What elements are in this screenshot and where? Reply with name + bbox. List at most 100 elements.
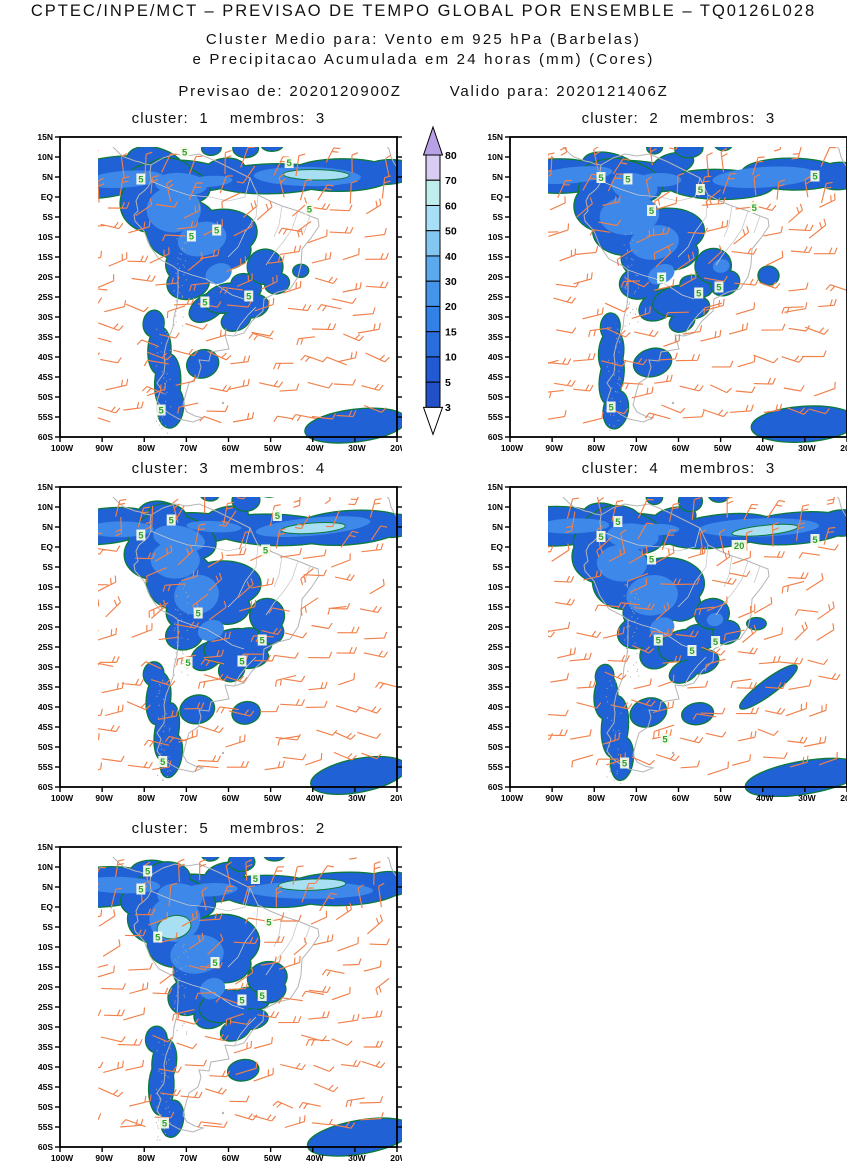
svg-text:40W: 40W	[756, 793, 774, 803]
svg-text:35S: 35S	[38, 1042, 53, 1052]
svg-text:25S: 25S	[488, 642, 503, 652]
svg-text:70W: 70W	[180, 793, 198, 803]
svg-text:10N: 10N	[37, 152, 53, 162]
svg-text:80W: 80W	[138, 1153, 156, 1163]
svg-text:100W: 100W	[51, 793, 74, 803]
svg-text:10N: 10N	[37, 862, 53, 872]
svg-text:5: 5	[696, 289, 702, 300]
svg-text:5: 5	[246, 292, 252, 303]
svg-text:5: 5	[196, 609, 202, 620]
svg-text:15: 15	[445, 326, 457, 338]
svg-text:30W: 30W	[348, 443, 366, 453]
svg-text:15S: 15S	[38, 962, 53, 972]
svg-text:5: 5	[253, 874, 259, 885]
svg-text:15N: 15N	[37, 482, 53, 492]
svg-text:55S: 55S	[488, 762, 503, 772]
svg-text:5: 5	[145, 867, 151, 878]
svg-text:5: 5	[307, 205, 313, 216]
svg-text:5N: 5N	[42, 172, 53, 182]
svg-text:25S: 25S	[38, 642, 53, 652]
svg-text:30S: 30S	[488, 662, 503, 672]
svg-text:5: 5	[214, 226, 220, 237]
svg-text:50S: 50S	[488, 392, 503, 402]
svg-text:5S: 5S	[493, 212, 504, 222]
svg-text:40W: 40W	[306, 443, 324, 453]
svg-text:40S: 40S	[488, 352, 503, 362]
svg-text:5: 5	[716, 283, 722, 294]
svg-text:30S: 30S	[488, 312, 503, 322]
svg-text:5: 5	[812, 172, 818, 183]
svg-text:80W: 80W	[138, 793, 156, 803]
svg-text:80: 80	[445, 150, 457, 162]
svg-text:60S: 60S	[38, 432, 53, 442]
svg-text:5N: 5N	[492, 522, 503, 532]
svg-text:50: 50	[445, 226, 457, 238]
svg-text:5: 5	[160, 757, 166, 768]
svg-text:20W: 20W	[840, 793, 847, 803]
svg-text:60S: 60S	[488, 782, 503, 792]
svg-text:25S: 25S	[488, 292, 503, 302]
svg-text:45S: 45S	[38, 372, 53, 382]
svg-text:45S: 45S	[38, 722, 53, 732]
panel-5-title: cluster: 5 membros: 2	[131, 820, 326, 837]
svg-text:20W: 20W	[390, 443, 402, 453]
svg-text:55S: 55S	[38, 1122, 53, 1132]
svg-text:10N: 10N	[487, 152, 503, 162]
svg-text:5: 5	[713, 637, 719, 648]
svg-text:55S: 55S	[488, 412, 503, 422]
svg-text:90W: 90W	[545, 793, 563, 803]
svg-text:35S: 35S	[488, 332, 503, 342]
svg-text:60: 60	[445, 200, 457, 212]
svg-text:55S: 55S	[38, 762, 53, 772]
svg-text:15S: 15S	[488, 602, 503, 612]
svg-text:100W: 100W	[51, 443, 74, 453]
svg-text:5: 5	[649, 555, 655, 566]
svg-text:60W: 60W	[672, 443, 690, 453]
svg-text:5: 5	[812, 535, 818, 546]
svg-text:5: 5	[138, 885, 144, 896]
svg-text:5S: 5S	[43, 922, 54, 932]
svg-text:20W: 20W	[390, 1153, 402, 1163]
panel-4-title: cluster: 4 membros: 3	[581, 460, 776, 477]
svg-text:50S: 50S	[488, 742, 503, 752]
svg-text:5: 5	[260, 991, 266, 1002]
panel-3-title: cluster: 3 membros: 4	[131, 460, 326, 477]
svg-text:40S: 40S	[488, 702, 503, 712]
svg-text:5: 5	[698, 185, 704, 196]
svg-text:80W: 80W	[138, 443, 156, 453]
svg-text:5: 5	[260, 636, 266, 647]
svg-text:EQ: EQ	[491, 192, 504, 202]
svg-text:EQ: EQ	[41, 192, 54, 202]
svg-text:5: 5	[445, 377, 451, 389]
svg-text:55S: 55S	[38, 412, 53, 422]
map-panel-cluster-3: 5 5 5 5 5 5 5 5 5 15N 10N 5N EQ 5S 10S 15S 20S 25S 30S 35S 4…	[37, 482, 402, 803]
svg-text:35S: 35S	[38, 332, 53, 342]
svg-text:30: 30	[445, 276, 457, 288]
svg-text:10S: 10S	[38, 942, 53, 952]
svg-text:20: 20	[734, 541, 745, 552]
svg-text:EQ: EQ	[41, 542, 54, 552]
svg-text:60S: 60S	[38, 1142, 53, 1152]
svg-text:15N: 15N	[37, 132, 53, 142]
svg-text:35S: 35S	[38, 682, 53, 692]
svg-text:5: 5	[263, 546, 269, 557]
svg-text:5: 5	[615, 517, 621, 528]
svg-text:50S: 50S	[38, 742, 53, 752]
svg-text:20W: 20W	[840, 443, 847, 453]
svg-text:5: 5	[656, 636, 662, 647]
svg-text:80W: 80W	[588, 443, 606, 453]
svg-text:5: 5	[598, 532, 604, 543]
svg-text:EQ: EQ	[41, 902, 54, 912]
svg-text:40S: 40S	[38, 702, 53, 712]
svg-text:70W: 70W	[630, 443, 648, 453]
svg-text:50W: 50W	[264, 793, 282, 803]
svg-text:5N: 5N	[42, 882, 53, 892]
svg-text:50W: 50W	[264, 1153, 282, 1163]
svg-text:50W: 50W	[714, 443, 732, 453]
map-panel-cluster-4: 5552055555515N10N5NEQ5S10S15S20S25S30S35…	[487, 482, 847, 803]
svg-text:5: 5	[287, 158, 293, 169]
svg-text:5S: 5S	[493, 562, 504, 572]
svg-text:5: 5	[138, 531, 144, 542]
